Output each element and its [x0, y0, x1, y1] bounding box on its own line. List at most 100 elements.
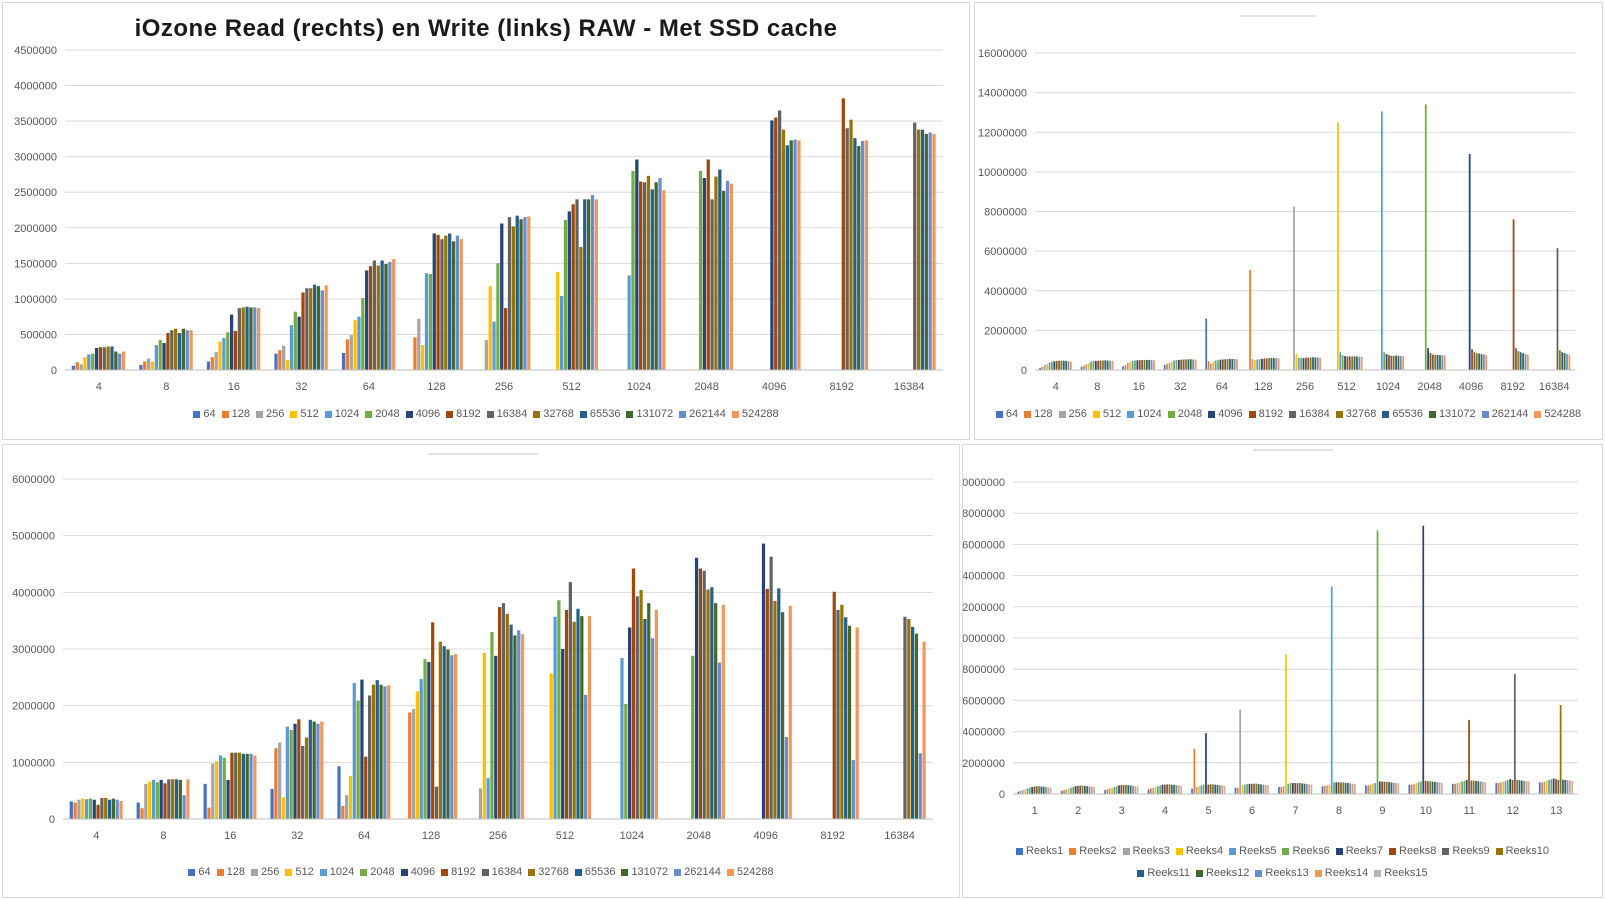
bar	[419, 679, 423, 819]
bar	[1104, 360, 1107, 370]
bar	[226, 779, 230, 819]
bar	[691, 655, 695, 819]
legend-swatch	[1175, 847, 1183, 855]
bar	[492, 321, 496, 370]
bar	[1028, 787, 1031, 794]
bar	[1482, 781, 1484, 794]
bar	[1495, 783, 1498, 794]
bar	[1297, 357, 1300, 370]
legend-label: Reeks10	[1505, 845, 1550, 857]
bar	[320, 721, 324, 819]
bar	[1305, 784, 1308, 794]
bar	[1219, 359, 1222, 370]
bar	[1251, 359, 1254, 370]
bar	[140, 808, 144, 819]
bar	[860, 141, 865, 370]
bar	[274, 748, 278, 819]
bar	[1168, 362, 1171, 370]
x-tick-label: 4	[96, 381, 102, 393]
bar	[297, 719, 301, 819]
bar	[486, 778, 490, 819]
x-tick-label: 128	[427, 381, 445, 393]
chart-plot: 0200000040000006000000800000010000000120…	[963, 477, 1578, 817]
legend-swatch	[216, 868, 224, 876]
legend-label: 8192	[1258, 408, 1284, 420]
bar	[496, 263, 500, 370]
x-tick-label: 6	[1249, 805, 1255, 817]
legend-item: 1024	[319, 861, 354, 883]
legend-label: 64	[198, 866, 211, 878]
legend-item: 32768	[1335, 403, 1376, 425]
bar	[1509, 779, 1512, 794]
legend-label: Reeks7	[1345, 845, 1384, 857]
y-tick-label: 4000000	[14, 81, 57, 93]
bar	[694, 557, 699, 819]
bar	[151, 779, 156, 819]
legend-label: 64	[203, 408, 216, 420]
bar	[1253, 783, 1255, 794]
bar	[832, 591, 836, 819]
bar	[110, 346, 114, 370]
bar	[527, 216, 531, 370]
legend-label: 131072	[636, 408, 674, 420]
bar	[797, 140, 801, 370]
bar	[1454, 783, 1456, 794]
bar	[647, 603, 651, 819]
bar	[289, 325, 294, 370]
bar	[341, 805, 345, 819]
bar	[1275, 358, 1278, 370]
bar	[1085, 364, 1088, 370]
bar	[162, 342, 166, 370]
bar	[1278, 786, 1280, 794]
bar	[1383, 352, 1386, 370]
bar	[1478, 353, 1481, 370]
bar	[620, 658, 624, 819]
bar	[365, 270, 369, 370]
bar	[1138, 360, 1141, 370]
bar	[388, 261, 392, 370]
bar	[144, 783, 148, 819]
bar	[210, 357, 214, 370]
bar	[1157, 786, 1159, 794]
legend-item: 16384	[481, 861, 522, 883]
legend-item: 262144	[679, 403, 726, 425]
bar	[721, 604, 725, 819]
bar	[1109, 360, 1111, 370]
bar	[1441, 355, 1444, 370]
bar	[1413, 783, 1415, 794]
y-tick-label: 6000000	[963, 695, 1005, 707]
legend-item: 1024	[324, 403, 359, 425]
legend-swatch	[1069, 847, 1077, 855]
bar	[379, 684, 383, 819]
legend-swatch	[1495, 847, 1503, 855]
x-tick-label: 1024	[1376, 381, 1400, 393]
legend-label: Reeks12	[1205, 867, 1250, 879]
bar	[1563, 353, 1566, 370]
bar	[1087, 363, 1090, 370]
bar	[301, 292, 305, 370]
bar	[1126, 363, 1129, 370]
bar	[206, 361, 211, 370]
bar	[324, 285, 328, 370]
bar	[1250, 783, 1253, 794]
bar	[345, 795, 349, 819]
bar	[1402, 356, 1405, 370]
y-tick-label: 2000000	[14, 223, 57, 235]
bar	[1550, 779, 1553, 794]
y-tick-label: 1500000	[14, 258, 57, 270]
bar	[729, 183, 734, 370]
bar	[1255, 783, 1258, 794]
bar	[572, 621, 576, 819]
bar	[211, 763, 215, 819]
x-tick-label: 1024	[627, 381, 651, 393]
bar	[1257, 784, 1260, 794]
legend-swatch	[579, 410, 587, 418]
bar	[304, 737, 309, 819]
bar	[1552, 778, 1555, 794]
bar	[1058, 360, 1060, 370]
bar	[1122, 366, 1124, 370]
x-tick-label: 8192	[1500, 381, 1524, 393]
legend-swatch	[193, 410, 201, 418]
bar	[1526, 354, 1529, 370]
bar	[1159, 785, 1162, 794]
